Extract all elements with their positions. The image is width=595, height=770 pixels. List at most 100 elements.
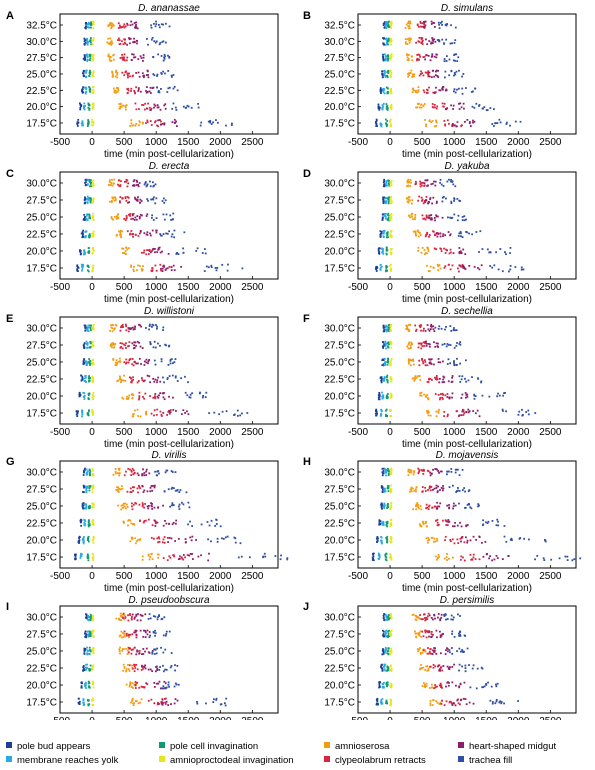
point-amnioserosa bbox=[405, 324, 408, 327]
point-clypeo bbox=[422, 329, 425, 332]
point-clypeo bbox=[421, 22, 424, 25]
point-heart bbox=[144, 613, 147, 616]
point-clypeo bbox=[127, 619, 130, 622]
point-amnioproct bbox=[92, 414, 94, 416]
point-heart bbox=[146, 90, 149, 93]
point-clypeo bbox=[420, 38, 423, 41]
point-trachea bbox=[157, 342, 159, 345]
point-amnioserosa bbox=[414, 232, 417, 235]
point-heart bbox=[146, 213, 149, 216]
point-membrane bbox=[79, 557, 82, 559]
point-amnioserosa bbox=[436, 263, 439, 266]
point-pole-cell bbox=[88, 213, 91, 216]
point-membrane bbox=[86, 326, 89, 329]
point-amnioserosa bbox=[112, 23, 115, 26]
point-membrane bbox=[379, 268, 382, 271]
point-amnioproct bbox=[91, 89, 94, 92]
point-heart bbox=[424, 20, 427, 23]
point-clypeo bbox=[443, 120, 446, 122]
point-amnioproct bbox=[92, 57, 95, 60]
point-amnioserosa bbox=[110, 217, 113, 220]
point-clypeo bbox=[461, 265, 464, 268]
point-clypeo bbox=[431, 103, 434, 105]
point-trachea bbox=[444, 70, 447, 73]
point-trachea bbox=[446, 55, 448, 58]
point-membrane bbox=[386, 42, 388, 44]
point-heart bbox=[433, 614, 436, 617]
point-amnioproct bbox=[390, 537, 393, 539]
point-trachea bbox=[168, 86, 171, 89]
point-amnioserosa bbox=[406, 345, 409, 348]
point-amnioserosa bbox=[115, 617, 118, 620]
point-heart bbox=[149, 381, 152, 384]
point-trachea bbox=[487, 520, 490, 523]
point-trachea bbox=[154, 470, 157, 473]
y-tick-label: 32.5°C bbox=[324, 21, 355, 32]
point-trachea bbox=[182, 503, 185, 506]
point-clypeo bbox=[131, 615, 133, 618]
point-clypeo bbox=[435, 519, 437, 522]
point-trachea bbox=[154, 25, 157, 28]
point-trachea bbox=[216, 537, 219, 540]
point-trachea bbox=[174, 358, 177, 361]
point-clypeo bbox=[130, 230, 133, 232]
point-pole-cell bbox=[88, 632, 91, 635]
point-heart bbox=[435, 487, 438, 489]
x-tick-label: 0 bbox=[387, 427, 393, 438]
point-amnioserosa bbox=[427, 539, 429, 542]
point-clypeo bbox=[417, 199, 420, 202]
point-amnioproct bbox=[389, 125, 392, 128]
point-membrane bbox=[382, 379, 385, 382]
point-heart bbox=[447, 521, 450, 523]
point-membrane bbox=[384, 618, 387, 621]
point-heart bbox=[430, 20, 433, 23]
point-heart bbox=[157, 506, 159, 509]
point-amnioserosa bbox=[131, 537, 134, 540]
point-trachea bbox=[215, 518, 218, 521]
point-trachea bbox=[210, 266, 213, 269]
point-trachea bbox=[479, 230, 482, 233]
point-amnioserosa bbox=[124, 502, 127, 505]
point-heart bbox=[452, 108, 454, 110]
point-trachea bbox=[162, 233, 165, 235]
point-membrane bbox=[383, 212, 386, 215]
point-heart bbox=[463, 107, 465, 110]
point-heart bbox=[171, 121, 174, 123]
point-pole-cell bbox=[88, 398, 90, 400]
point-amnioproct bbox=[92, 379, 94, 382]
point-clypeo bbox=[421, 200, 423, 202]
point-amnioproct bbox=[92, 269, 94, 271]
point-trachea bbox=[441, 23, 443, 26]
point-amnioserosa bbox=[114, 468, 117, 470]
point-heart bbox=[133, 196, 136, 199]
point-trachea bbox=[437, 39, 440, 41]
point-membrane bbox=[86, 615, 89, 617]
data-points bbox=[76, 178, 244, 273]
point-heart bbox=[427, 54, 430, 57]
point-membrane bbox=[384, 342, 387, 345]
point-clypeo bbox=[132, 376, 134, 379]
point-heart bbox=[139, 213, 142, 216]
point-amnioproct bbox=[390, 556, 393, 559]
point-heart bbox=[435, 342, 438, 345]
point-pole-cell bbox=[88, 485, 91, 488]
point-clypeo bbox=[456, 410, 459, 413]
point-trachea bbox=[191, 525, 194, 527]
point-trachea bbox=[505, 123, 508, 125]
point-clypeo bbox=[150, 412, 153, 415]
point-amnioserosa bbox=[137, 538, 139, 541]
point-amnioserosa bbox=[111, 330, 114, 333]
point-clypeo bbox=[444, 265, 447, 268]
point-amnioserosa bbox=[406, 326, 409, 329]
x-tick-label: -500 bbox=[348, 716, 368, 720]
point-heart bbox=[448, 397, 451, 400]
point-amnioproct bbox=[390, 230, 393, 233]
point-membrane bbox=[81, 123, 84, 126]
point-heart bbox=[180, 413, 183, 416]
point-heart bbox=[137, 88, 140, 91]
point-heart bbox=[170, 537, 173, 540]
point-pole-cell bbox=[89, 200, 92, 203]
point-amnioserosa bbox=[408, 196, 411, 199]
point-clypeo bbox=[422, 202, 425, 205]
point-clypeo bbox=[423, 27, 426, 29]
